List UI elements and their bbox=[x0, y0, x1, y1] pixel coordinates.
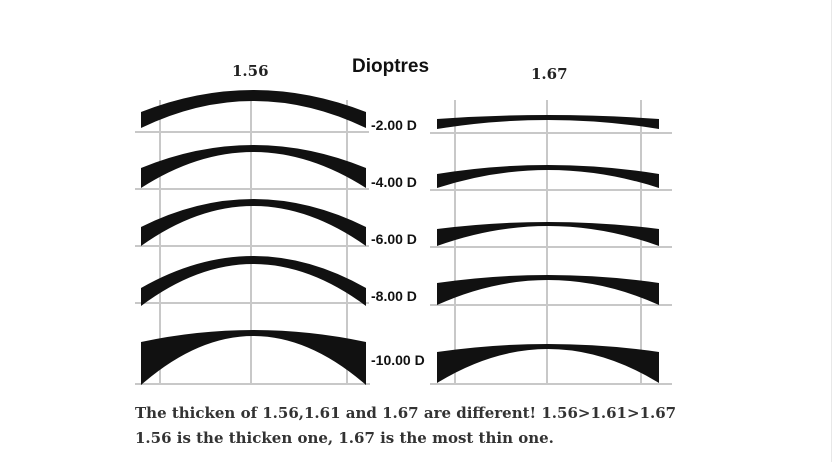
lens-1-56-2 bbox=[141, 145, 366, 188]
power-label-3: -6.00 D bbox=[369, 231, 419, 247]
power-label-2: -4.00 D bbox=[369, 174, 419, 190]
right-column-index: 1.67 bbox=[531, 65, 568, 83]
lens-1-67-2 bbox=[437, 165, 659, 188]
power-label-4: -8.00 D bbox=[369, 288, 419, 304]
left-column-index: 1.56 bbox=[232, 62, 269, 80]
lens-1-67-3 bbox=[437, 222, 659, 246]
power-label-5: -10.00 D bbox=[369, 352, 427, 368]
lens-1-56-1 bbox=[141, 90, 366, 128]
lens-1-56-5 bbox=[141, 330, 366, 385]
lens-1-56-3 bbox=[141, 199, 366, 246]
lens-comparison-diagram bbox=[135, 90, 672, 385]
lens-1-56-4 bbox=[141, 256, 366, 306]
power-label-1: -2.00 D bbox=[369, 117, 419, 133]
caption-line-2: 1.56 is the thicken one, 1.67 is the mos… bbox=[135, 429, 554, 447]
diagram-title: Dioptres bbox=[352, 56, 430, 77]
lens-1-67-5 bbox=[437, 344, 659, 383]
caption-line-1: The thicken of 1.56,1.61 and 1.67 are di… bbox=[135, 404, 677, 422]
lens-1-67-4 bbox=[437, 275, 659, 305]
lens-1-67-1 bbox=[437, 115, 659, 129]
